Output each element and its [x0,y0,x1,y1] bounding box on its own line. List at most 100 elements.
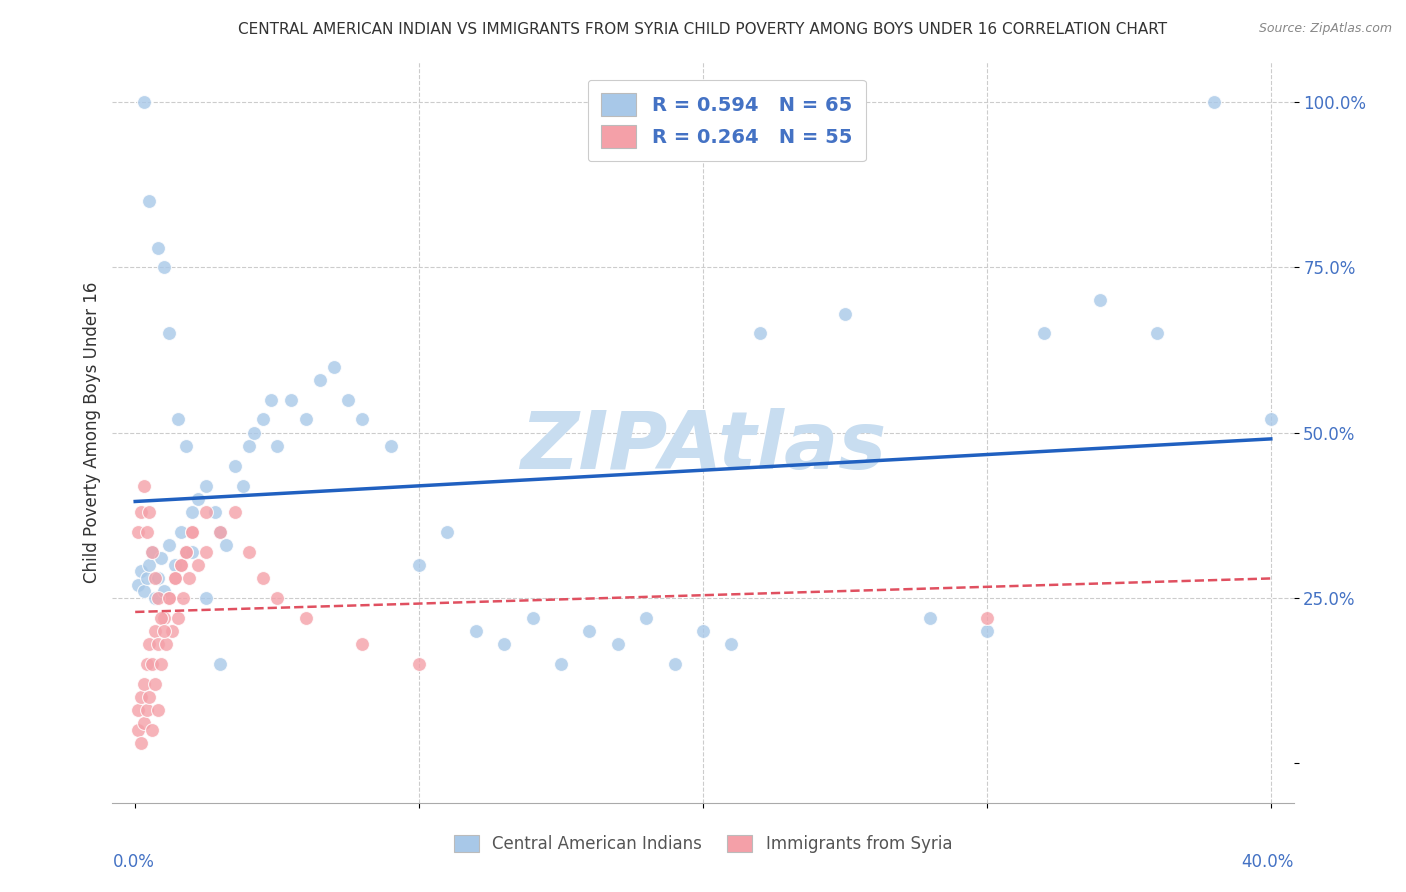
Point [155,637,177,651]
Point [209,524,232,539]
Point [238,439,260,453]
Point [132,716,155,731]
Point [692,624,714,638]
Point [141,544,163,558]
Point [157,591,180,605]
Point [138,505,160,519]
Point [976,611,998,625]
Point [280,392,302,407]
Point [127,723,149,737]
Point [129,505,152,519]
Text: Source: ZipAtlas.com: Source: ZipAtlas.com [1258,22,1392,36]
Point [179,571,201,585]
Point [157,538,180,552]
Point [146,571,169,585]
Point [129,565,152,579]
Point [834,307,856,321]
Point [187,491,209,506]
Point [174,544,197,558]
Point [127,577,149,591]
Point [195,591,218,605]
Text: 0.0%: 0.0% [112,853,155,871]
Text: CENTRAL AMERICAN INDIAN VS IMMIGRANTS FROM SYRIA CHILD POVERTY AMONG BOYS UNDER : CENTRAL AMERICAN INDIAN VS IMMIGRANTS FR… [239,22,1167,37]
Point [141,657,163,671]
Point [181,524,204,539]
Point [135,524,157,539]
Text: 40.0%: 40.0% [1241,853,1294,871]
Point [323,359,346,374]
Point [149,551,172,566]
Text: ZIPAtlas: ZIPAtlas [520,409,886,486]
Point [748,326,770,341]
Point [636,611,658,625]
Point [1202,95,1225,109]
Point [266,439,288,453]
Point [138,690,160,704]
Point [143,624,166,638]
Point [195,478,218,492]
Point [976,624,998,638]
Point [294,412,316,426]
Point [1090,293,1112,308]
Point [1146,326,1168,341]
Point [181,524,204,539]
Point [143,591,166,605]
Point [163,571,186,585]
Point [135,571,157,585]
Point [215,538,238,552]
Point [129,736,152,750]
Point [138,558,160,572]
Point [195,505,218,519]
Point [606,637,628,651]
Point [664,657,686,671]
Point [920,611,942,625]
Point [266,591,288,605]
Point [224,458,246,473]
Point [157,591,180,605]
Point [238,544,260,558]
Point [174,544,197,558]
Point [149,611,172,625]
Point [172,591,194,605]
Point [135,657,157,671]
Point [243,425,266,440]
Point [163,571,186,585]
Point [260,392,283,407]
Point [146,240,169,255]
Point [352,637,374,651]
Point [209,524,232,539]
Point [132,584,155,599]
Point [127,524,149,539]
Point [181,544,204,558]
Point [166,611,188,625]
Point [135,703,157,717]
Point [380,439,402,453]
Legend: Central American Indians, Immigrants from Syria: Central American Indians, Immigrants fro… [446,826,960,861]
Point [127,703,149,717]
Point [146,637,169,651]
Point [163,558,186,572]
Point [352,412,374,426]
Point [174,439,197,453]
Point [143,571,166,585]
Point [174,544,197,558]
Point [209,657,232,671]
Point [141,723,163,737]
Point [152,584,174,599]
Point [169,558,191,572]
Point [152,611,174,625]
Point [522,611,544,625]
Point [1260,412,1282,426]
Point [195,544,218,558]
Point [146,591,169,605]
Point [129,690,152,704]
Point [138,637,160,651]
Point [308,373,330,387]
Point [160,624,183,638]
Point [181,505,204,519]
Point [143,677,166,691]
Point [464,624,486,638]
Point [494,637,516,651]
Point [252,571,274,585]
Point [146,703,169,717]
